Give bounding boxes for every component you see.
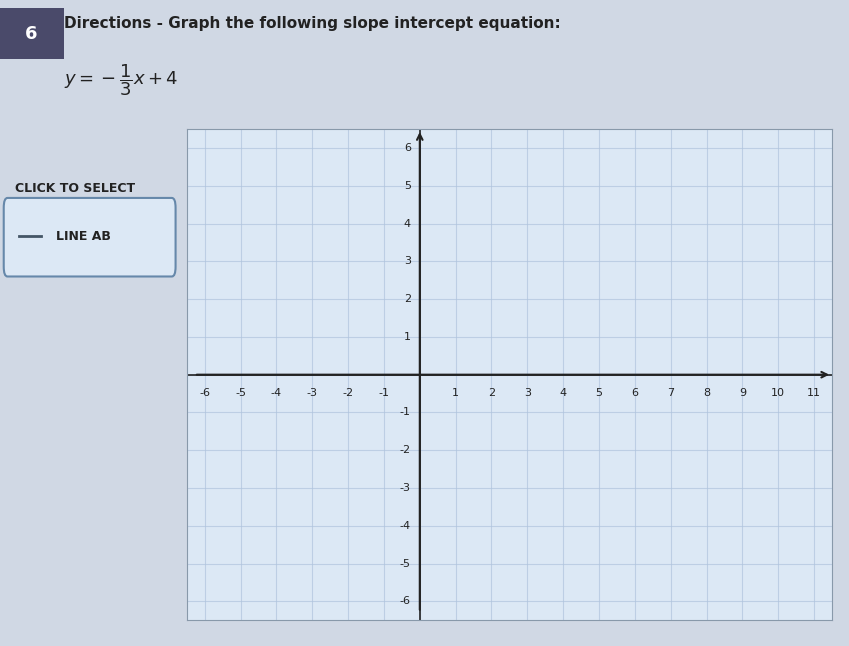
Text: 4: 4 [403, 218, 411, 229]
Text: 1: 1 [453, 388, 459, 398]
Text: 5: 5 [595, 388, 603, 398]
FancyBboxPatch shape [0, 8, 64, 59]
Text: -3: -3 [306, 388, 318, 398]
Text: 7: 7 [667, 388, 674, 398]
Text: 1: 1 [404, 332, 411, 342]
Text: 11: 11 [807, 388, 821, 398]
Text: 3: 3 [524, 388, 531, 398]
Text: 9: 9 [739, 388, 746, 398]
Text: 5: 5 [404, 181, 411, 191]
Text: LINE AB: LINE AB [56, 230, 111, 243]
Text: 6: 6 [632, 388, 638, 398]
Text: 6: 6 [25, 25, 37, 43]
Text: Directions - Graph the following slope intercept equation:: Directions - Graph the following slope i… [64, 16, 560, 31]
Text: 8: 8 [703, 388, 710, 398]
Text: -1: -1 [400, 408, 411, 417]
Text: -3: -3 [400, 483, 411, 493]
Text: -5: -5 [235, 388, 246, 398]
Text: 4: 4 [559, 388, 567, 398]
Text: 6: 6 [404, 143, 411, 153]
Text: $y = -\dfrac{1}{3}x + 4$: $y = -\dfrac{1}{3}x + 4$ [64, 62, 178, 98]
Text: CLICK TO SELECT: CLICK TO SELECT [15, 182, 135, 194]
Text: -2: -2 [400, 445, 411, 455]
Text: -4: -4 [271, 388, 282, 398]
FancyBboxPatch shape [3, 198, 176, 276]
Text: -4: -4 [400, 521, 411, 531]
Text: -6: -6 [200, 388, 211, 398]
Text: -6: -6 [400, 596, 411, 607]
Text: -5: -5 [400, 559, 411, 568]
Text: -2: -2 [342, 388, 354, 398]
Text: 3: 3 [404, 256, 411, 266]
Text: -1: -1 [379, 388, 390, 398]
Text: 2: 2 [403, 294, 411, 304]
Text: 10: 10 [771, 388, 785, 398]
Text: 2: 2 [488, 388, 495, 398]
